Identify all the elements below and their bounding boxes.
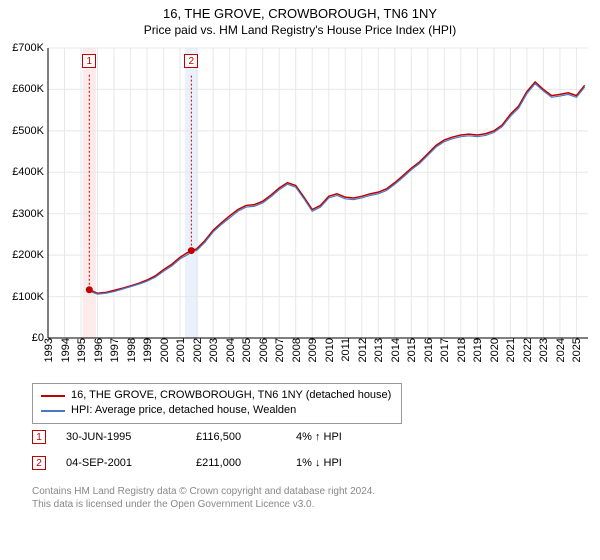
chart-plot-area: £0£100K£200K£300K£400K£500K£600K£700K199… bbox=[48, 48, 588, 338]
sale-marker-2: 2 bbox=[184, 54, 198, 68]
sale-date: 04-SEP-2001 bbox=[66, 457, 176, 469]
chart-svg bbox=[48, 48, 588, 338]
y-axis-tick: £600K bbox=[12, 83, 48, 95]
x-axis-tick: 2005 bbox=[239, 338, 253, 362]
x-axis-tick: 1994 bbox=[58, 338, 72, 362]
sale-price: £211,000 bbox=[196, 457, 276, 469]
footer-line-1: Contains HM Land Registry data © Crown c… bbox=[32, 486, 375, 499]
legend-swatch bbox=[41, 410, 65, 412]
y-axis-tick: £500K bbox=[12, 125, 48, 137]
x-axis-tick: 2015 bbox=[404, 338, 418, 362]
x-axis-tick: 2003 bbox=[206, 338, 220, 362]
chart-subtitle: Price paid vs. HM Land Registry's House … bbox=[0, 21, 600, 41]
x-axis-tick: 2019 bbox=[470, 338, 484, 362]
sale-date: 30-JUN-1995 bbox=[66, 431, 176, 443]
legend-item: HPI: Average price, detached house, Weal… bbox=[41, 403, 393, 418]
x-axis-tick: 2000 bbox=[157, 338, 171, 362]
x-axis-tick: 1998 bbox=[124, 338, 138, 362]
sale-marker-1: 1 bbox=[82, 54, 96, 68]
chart-legend: 16, THE GROVE, CROWBOROUGH, TN6 1NY (det… bbox=[32, 383, 402, 424]
x-axis-tick: 1995 bbox=[74, 338, 88, 362]
x-axis-tick: 1997 bbox=[107, 338, 121, 362]
y-axis-tick: £200K bbox=[12, 249, 48, 261]
x-axis-tick: 1996 bbox=[91, 338, 105, 362]
x-axis-tick: 2010 bbox=[322, 338, 336, 362]
sale-row-1: 1 30-JUN-1995 £116,500 4% ↑ HPI bbox=[32, 430, 342, 444]
chart-footer: Contains HM Land Registry data © Crown c… bbox=[32, 486, 375, 511]
x-axis-tick: 1999 bbox=[140, 338, 154, 362]
sale-row-2: 2 04-SEP-2001 £211,000 1% ↓ HPI bbox=[32, 456, 342, 470]
sale-hpi-delta: 4% ↑ HPI bbox=[296, 431, 342, 443]
sale-hpi-delta: 1% ↓ HPI bbox=[296, 457, 342, 469]
sale-marker-box: 1 bbox=[32, 430, 46, 444]
legend-item: 16, THE GROVE, CROWBOROUGH, TN6 1NY (det… bbox=[41, 388, 393, 403]
sale-price: £116,500 bbox=[196, 431, 276, 443]
x-axis-tick: 2011 bbox=[338, 338, 352, 362]
legend-label: HPI: Average price, detached house, Weal… bbox=[71, 403, 296, 418]
y-axis-tick: £700K bbox=[12, 42, 48, 54]
x-axis-tick: 2013 bbox=[371, 338, 385, 362]
legend-swatch bbox=[41, 395, 65, 397]
x-axis-tick: 2022 bbox=[520, 338, 534, 362]
chart-title: 16, THE GROVE, CROWBOROUGH, TN6 1NY bbox=[0, 0, 600, 21]
x-axis-tick: 2025 bbox=[569, 338, 583, 362]
x-axis-tick: 2016 bbox=[421, 338, 435, 362]
legend-label: 16, THE GROVE, CROWBOROUGH, TN6 1NY (det… bbox=[71, 388, 391, 403]
x-axis-tick: 2012 bbox=[355, 338, 369, 362]
x-axis-tick: 2018 bbox=[454, 338, 468, 362]
x-axis-tick: 2024 bbox=[553, 338, 567, 362]
y-axis-tick: £400K bbox=[12, 166, 48, 178]
x-axis-tick: 2007 bbox=[272, 338, 286, 362]
y-axis-tick: £100K bbox=[12, 291, 48, 303]
x-axis-tick: 2001 bbox=[173, 338, 187, 362]
x-axis-tick: 2021 bbox=[503, 338, 517, 362]
x-axis-tick: 2004 bbox=[223, 338, 237, 362]
x-axis-tick: 1993 bbox=[41, 338, 55, 362]
x-axis-tick: 2020 bbox=[487, 338, 501, 362]
x-axis-tick: 2017 bbox=[437, 338, 451, 362]
x-axis-tick: 2006 bbox=[256, 338, 270, 362]
footer-line-2: This data is licensed under the Open Gov… bbox=[32, 499, 375, 512]
x-axis-tick: 2009 bbox=[305, 338, 319, 362]
sale-marker-box: 2 bbox=[32, 456, 46, 470]
y-axis-tick: £300K bbox=[12, 208, 48, 220]
x-axis-tick: 2002 bbox=[190, 338, 204, 362]
x-axis-tick: 2023 bbox=[536, 338, 550, 362]
x-axis-tick: 2014 bbox=[388, 338, 402, 362]
x-axis-tick: 2008 bbox=[289, 338, 303, 362]
